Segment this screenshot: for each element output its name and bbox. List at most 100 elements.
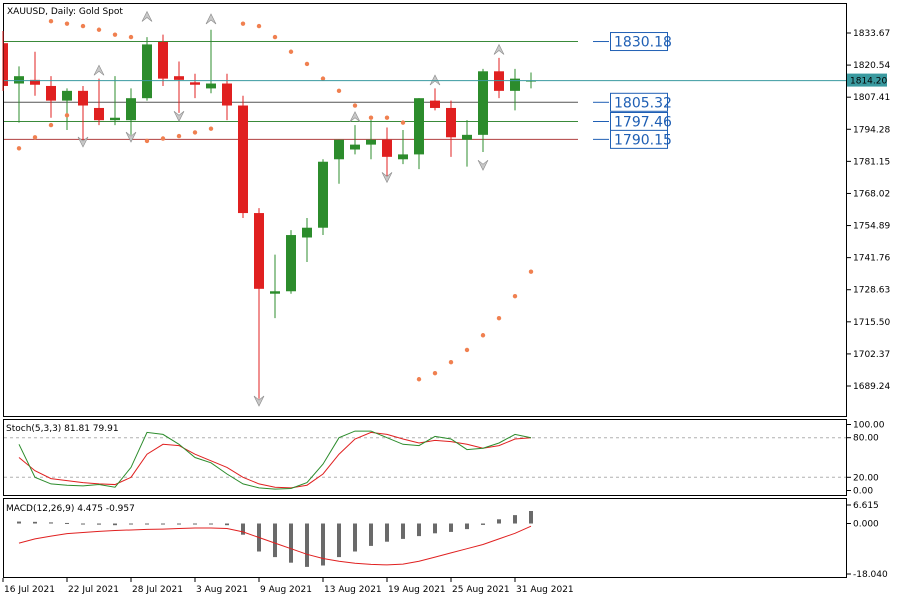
candle-body	[510, 78, 520, 91]
candle-body	[30, 79, 40, 85]
sar-dot	[64, 113, 70, 118]
candle-body	[110, 117, 120, 121]
candles	[2, 29, 536, 399]
fractal-arrow	[477, 159, 489, 171]
sar-dot	[32, 135, 38, 140]
candle-body	[158, 41, 168, 79]
candle-body	[366, 139, 376, 145]
macd-tick-label: 6.615	[853, 501, 879, 511]
time-tick-label: 19 Aug 2021	[388, 585, 446, 595]
price-tick-label: 1781.15	[853, 157, 890, 167]
level-label: 1830.18	[614, 35, 672, 51]
sar-dot	[144, 138, 150, 144]
time-tick-label: 31 Aug 2021	[516, 585, 574, 595]
description: Gold Spot	[79, 7, 123, 17]
sar-dot	[464, 347, 470, 353]
macd-signal-line	[18, 525, 532, 566]
macd-histogram-bar	[337, 523, 341, 558]
price-tick-label: 1741.76	[853, 254, 890, 264]
level-box	[610, 129, 668, 149]
candle-body	[302, 227, 312, 238]
candle-body	[4, 43, 8, 86]
level-box	[610, 92, 668, 112]
fractal-arrow	[253, 395, 265, 407]
stoch-tick-label: 80.00	[853, 434, 879, 444]
symbol: XAUUSD	[7, 7, 45, 17]
macd-tick-label: -18.040	[853, 570, 888, 580]
macd-tick-label: 0.000	[853, 520, 879, 530]
macd-histogram-bar	[465, 523, 469, 530]
parabolic-sar	[16, 18, 534, 382]
price-tick-label: 1768.02	[853, 189, 890, 199]
time-tick-label: 13 Aug 2021	[324, 585, 382, 595]
candle-body	[206, 83, 216, 89]
sar-dot	[160, 136, 166, 141]
candle-body	[62, 90, 72, 101]
sar-dot	[256, 23, 262, 29]
macd-histogram-bar	[273, 523, 277, 558]
level-label: 1797.46	[614, 115, 672, 131]
sar-dot	[304, 61, 310, 67]
macd-histogram-bar	[33, 521, 37, 524]
price-tick-label: 1820.54	[853, 61, 890, 71]
macd-histogram-bar	[49, 522, 53, 524]
price-tick-label: 1833.67	[853, 29, 890, 39]
time-axis: 16 Jul 2021 22 Jul 2021 28 Jul 2021 3 Aug 2…	[2, 578, 574, 595]
sar-dot	[96, 27, 102, 32]
price-tick-label: 1794.28	[853, 125, 890, 135]
macd-histogram-bar	[161, 523, 165, 525]
fractal-arrow	[381, 172, 393, 184]
macd-histogram-bar	[177, 523, 181, 525]
level-label: 1805.32	[614, 95, 672, 111]
sar-dot	[80, 23, 86, 29]
sar-dot	[16, 146, 22, 151]
candle-body	[478, 71, 488, 135]
sar-dot	[320, 76, 326, 81]
sar-dot	[416, 377, 422, 382]
sar-dot	[448, 359, 454, 365]
candle-body	[334, 139, 344, 160]
sar-dot	[496, 315, 502, 321]
macd-histogram-bar	[449, 523, 453, 532]
sar-dot	[288, 49, 294, 54]
candle-body	[270, 291, 280, 294]
stoch-panel	[3, 419, 847, 496]
stoch-label: Stoch(5,3,3) 81.81 79.91	[6, 424, 119, 434]
macd-label: MACD(12,26,9) 4.475 -0.957	[6, 504, 135, 514]
candle-body	[46, 85, 56, 101]
sar-dot	[48, 18, 54, 24]
price-tick-label: 1715.50	[853, 318, 890, 328]
macd-series	[17, 510, 533, 567]
current-price: 1814.20	[4, 73, 887, 87]
candle-body	[446, 107, 456, 138]
candle-body	[414, 98, 424, 155]
macd-histogram-bar	[417, 523, 421, 537]
time-tick-label: 3 Aug 2021	[196, 585, 248, 595]
stoch-signal-line	[18, 431, 532, 489]
candle-body	[430, 100, 440, 108]
candle-body	[238, 105, 248, 214]
time-tick-label: 9 Aug 2021	[260, 585, 312, 595]
candle-body	[94, 107, 104, 121]
macd-histogram-bar	[433, 523, 437, 534]
price-tick-label: 1754.89	[853, 222, 890, 232]
time-tick-label: 22 Jul 2021	[68, 585, 119, 595]
candle-body	[222, 83, 232, 106]
candle-body	[174, 76, 184, 80]
macd-histogram-bar	[225, 523, 229, 526]
level-label: 1790.15	[614, 132, 672, 148]
macd-histogram-bar	[145, 523, 149, 525]
candle-body	[382, 139, 392, 157]
sar-dot	[400, 120, 406, 125]
price-axis: 1833.67 1820.54 1807.41 1794.28 1781.15 1768.…	[847, 29, 890, 392]
fractal-arrow	[429, 74, 441, 86]
macd-histogram-bar	[65, 522, 69, 524]
fractal-arrow	[141, 10, 153, 22]
price-tick-label: 1728.63	[853, 286, 890, 296]
time-tick-label: 28 Jul 2021	[132, 585, 183, 595]
main-panel	[3, 3, 847, 417]
sar-dot	[336, 88, 342, 94]
candle-body	[142, 44, 152, 99]
candle-body	[14, 76, 24, 84]
